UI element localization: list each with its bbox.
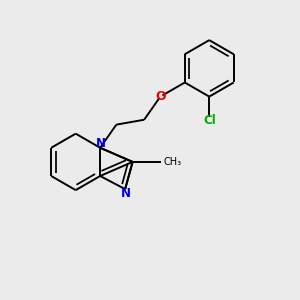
Text: N: N xyxy=(121,188,131,200)
Text: N: N xyxy=(96,136,106,149)
Text: CH₃: CH₃ xyxy=(164,157,182,167)
Text: Cl: Cl xyxy=(203,114,216,127)
Text: O: O xyxy=(155,90,166,103)
